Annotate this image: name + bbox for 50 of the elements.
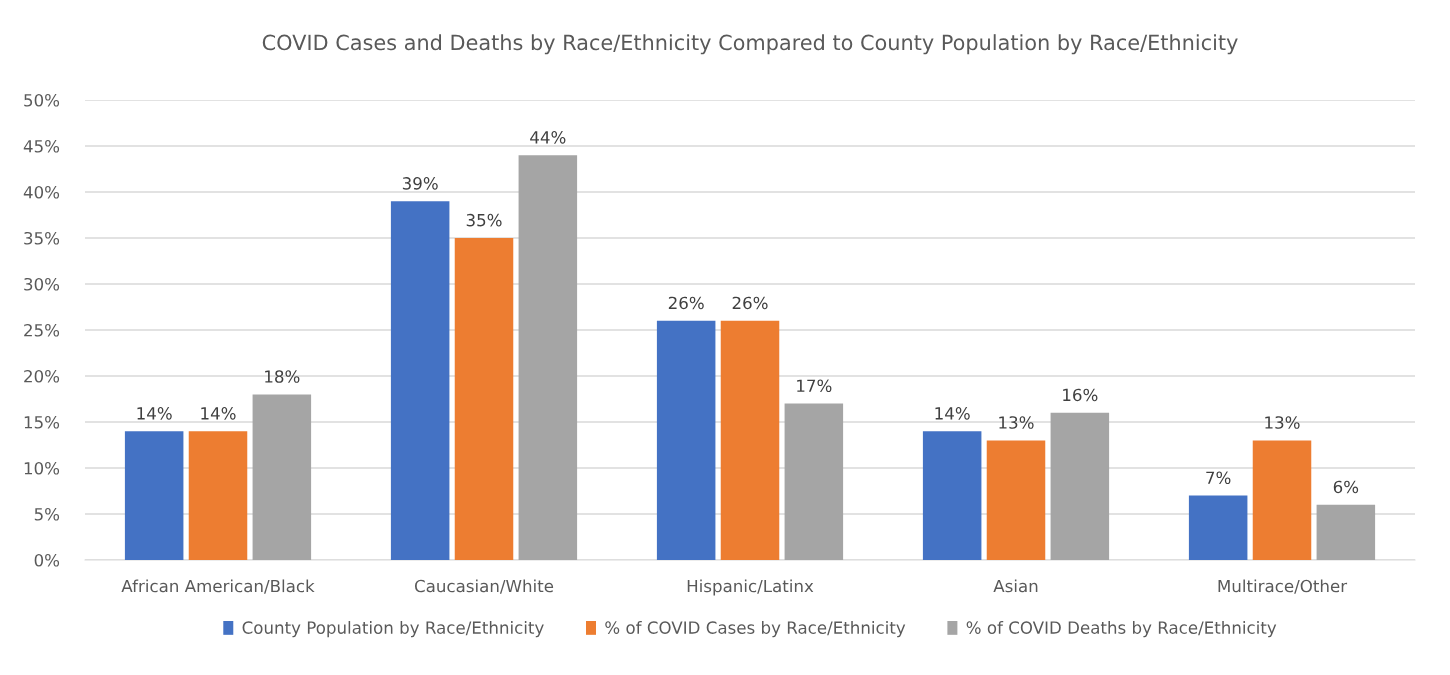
legend-label: % of COVID Deaths by Race/Ethnicity [966, 621, 1277, 638]
x-tick-label: Hispanic/Latinx [687, 579, 814, 596]
bar [922, 431, 982, 560]
bar [518, 155, 578, 560]
chart-title: COVID Cases and Deaths by Race/Ethnicity Compared to County Population by Race/Ethnicity [262, 34, 1238, 55]
bar [124, 431, 184, 560]
y-tick-label: 35% [24, 231, 60, 245]
legend-label: County Population by Race/Ethnicity [242, 621, 544, 638]
data-label: 6% [1333, 480, 1359, 494]
y-tick-label: 15% [24, 415, 60, 429]
y-tick-label: 25% [24, 323, 60, 337]
y-tick-label: 10% [24, 461, 60, 475]
bar [1188, 495, 1248, 560]
bar [1050, 412, 1110, 560]
y-tick-label: 40% [23, 185, 60, 199]
data-label: 35% [466, 213, 502, 227]
data-label: 17% [797, 379, 832, 393]
bar [784, 403, 844, 560]
data-label: 44% [530, 131, 566, 144]
x-tick-label: African American/Black [121, 579, 315, 594]
bar [188, 431, 248, 560]
y-tick-label: 0% [34, 553, 60, 567]
bar [1252, 440, 1312, 560]
bar [986, 440, 1046, 560]
data-label: 39% [402, 177, 438, 190]
data-label: 13% [1265, 416, 1300, 429]
x-tick-label: Asian [993, 579, 1038, 593]
y-tick-label: 30% [24, 277, 60, 291]
data-label: 13% [999, 416, 1034, 429]
bar [720, 320, 780, 560]
data-label: 18% [265, 370, 300, 383]
y-tick-label: 20% [24, 369, 60, 383]
data-label: 26% [732, 296, 768, 310]
legend-label: % of COVID Cases by Race/Ethnicity [605, 621, 906, 638]
x-tick-label: Caucasian/White [414, 579, 554, 594]
bar [390, 201, 450, 560]
data-label: 14% [137, 407, 172, 420]
data-label: 14% [935, 407, 970, 420]
y-tick-label: 5% [34, 507, 60, 521]
bar [1316, 504, 1376, 560]
y-tick-label: 50% [24, 93, 60, 107]
bar [454, 238, 514, 560]
data-label: 16% [1063, 388, 1098, 402]
bar [656, 320, 716, 560]
data-label: 26% [668, 296, 704, 310]
y-tick-label: 45% [23, 139, 60, 153]
x-tick-label: Multirace/Other [1218, 579, 1348, 594]
bar [252, 394, 312, 560]
data-label: 14% [201, 407, 236, 420]
data-label: 7% [1206, 471, 1231, 485]
